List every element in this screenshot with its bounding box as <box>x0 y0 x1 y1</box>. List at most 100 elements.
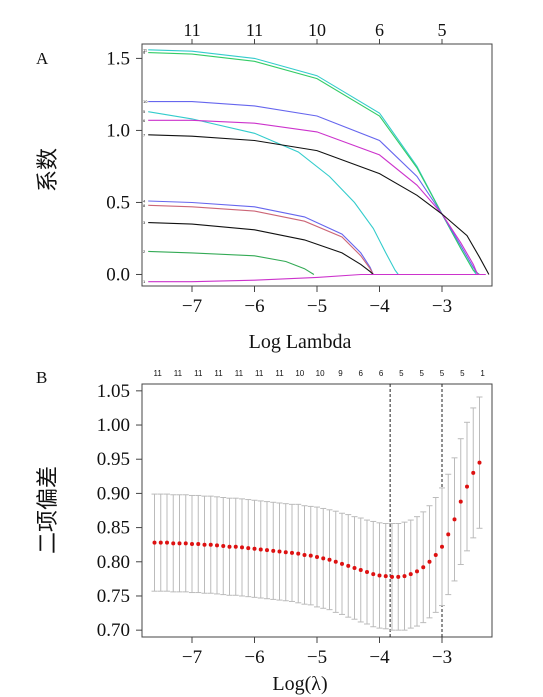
panel-b-point-42 <box>415 569 419 574</box>
panel-b-point-24 <box>302 552 307 557</box>
panel-b-top-label-2: 11 <box>194 369 203 378</box>
panel-b-point-48 <box>452 517 457 522</box>
panel-a-path-label-9: 9 <box>143 50 146 55</box>
panel-b-point-29 <box>333 559 338 564</box>
panel-a-path-label-11: 11 <box>143 47 148 52</box>
panel-a-coefficient-path-3 <box>148 222 374 275</box>
panel-b-point-5 <box>183 541 188 546</box>
panel-b-top-label-8: 10 <box>316 369 325 378</box>
panel-b-top-label-11: 6 <box>379 369 384 378</box>
panel-b-y-tick-label-0: 0.70 <box>97 620 130 641</box>
panel-a-path-label-1: 1 <box>143 279 146 284</box>
panel-b-letter: B <box>36 368 47 387</box>
panel-b: B 11 11 11 11 11 11 11 10 10 9 6 6 5 5 5 5 1 −7 −6 −5 −4 −3 … <box>35 368 493 695</box>
panel-b-y-axis: 0.70 0.75 0.80 0.85 0.90 0.95 1.00 1.05 <box>97 381 142 641</box>
panel-b-x-axis-title: Log(λ) <box>272 673 327 695</box>
panel-a-path-label-3: 3 <box>143 220 146 225</box>
panel-a-letter: A <box>36 49 49 68</box>
panel-a-path-label-4: 4 <box>143 199 146 204</box>
panel-a-path-label-6: 6 <box>143 118 146 123</box>
panel-b-point-6 <box>190 542 194 547</box>
panel-b-point-22 <box>290 550 294 555</box>
panel-b-y-tick-label-7: 1.05 <box>97 381 130 402</box>
panel-b-point-35 <box>371 572 376 577</box>
panel-b-top-label-14: 5 <box>440 369 445 378</box>
panel-b-top-label-7: 10 <box>295 369 304 378</box>
panel-b-point-8 <box>202 542 207 547</box>
panel-b-top-label-9: 9 <box>338 369 343 378</box>
panel-a-y-axis-title: 系数 <box>35 148 60 192</box>
panel-b-top-label-0: 11 <box>153 369 162 378</box>
panel-b-top-label-15: 5 <box>460 369 465 378</box>
panel-a-x-tick-label-1: −6 <box>244 296 264 317</box>
panel-a-path-label-7: 7 <box>143 132 146 137</box>
panel-b-x-tick-label-1: −6 <box>244 647 264 668</box>
panel-b-point-1 <box>158 540 163 545</box>
panel-b-point-39 <box>396 574 401 579</box>
panel-a-y-tick-label-0: 0.0 <box>106 264 130 285</box>
panel-b-top-label-3: 11 <box>214 369 223 378</box>
panel-b-point-28 <box>327 557 332 562</box>
panel-b-point-38 <box>390 574 394 579</box>
panel-b-point-4 <box>177 541 182 546</box>
panel-b-point-41 <box>408 572 413 577</box>
panel-b-point-45 <box>433 552 438 557</box>
panel-b-point-18 <box>265 548 269 553</box>
panel-b-point-16 <box>252 546 257 551</box>
panel-b-point-40 <box>402 574 407 579</box>
panel-a-coefficient-path-2 <box>148 250 315 275</box>
panel-a-top-axis: 11 11 10 6 5 <box>183 20 447 44</box>
panel-a-coefficient-path-10 <box>148 101 479 275</box>
panel-b-point-33 <box>358 567 363 572</box>
panel-b-point-51 <box>471 470 476 475</box>
panel-b-point-27 <box>321 556 326 561</box>
panel-b-point-20 <box>277 549 282 554</box>
panel-b-point-2 <box>165 540 169 545</box>
panel-a-path-labels: 119 10 5 6 7 48 3 2 1 <box>143 47 148 284</box>
panel-a-y-tick-label-2: 1.0 <box>106 120 130 141</box>
panel-a-x-tick-label-2: −5 <box>307 296 327 317</box>
panel-a-x-axis-title: Log Lambda <box>249 331 352 353</box>
panel-b-point-13 <box>233 544 238 549</box>
panel-a-path-label-8: 8 <box>143 203 146 208</box>
panel-b-point-19 <box>271 548 276 553</box>
panel-b-deviance-points <box>152 460 482 579</box>
panel-b-point-37 <box>383 574 388 579</box>
panel-b-point-7 <box>196 542 201 547</box>
panel-a-y-tick-label-3: 1.5 <box>106 48 130 69</box>
panel-a-y-tick-label-1: 0.5 <box>106 192 130 213</box>
panel-a: A 11 11 10 6 5 −7 −6 −5 −4 −3 0.00.51.01.5 11910… <box>35 20 493 353</box>
panel-a-top-tick-label-1: 11 <box>246 20 263 40</box>
panel-b-error-bars <box>151 396 483 631</box>
panel-a-coefficient-path-6 <box>148 119 479 275</box>
panel-b-top-label-16: 1 <box>480 369 485 378</box>
panel-b-point-52 <box>477 460 482 465</box>
panel-a-path-label-10: 10 <box>143 99 148 104</box>
panel-b-point-50 <box>465 484 469 489</box>
panel-b-top-label-10: 6 <box>359 369 364 378</box>
panel-b-point-44 <box>427 559 432 564</box>
panel-b-y-tick-label-3: 0.85 <box>97 518 130 539</box>
panel-b-point-10 <box>215 543 219 548</box>
panel-b-point-25 <box>308 553 313 558</box>
panel-a-top-tick-label-2: 10 <box>308 20 326 40</box>
panel-b-point-12 <box>227 544 232 549</box>
panel-a-coefficient-path-5 <box>148 111 399 275</box>
panel-a-coefficient-path-1 <box>148 273 486 283</box>
panel-a-y-axis: 0.0 0.5 1.0 1.5 <box>106 48 142 285</box>
panel-a-path-label-2: 2 <box>143 249 146 254</box>
panel-b-point-11 <box>221 544 226 549</box>
panel-b-point-21 <box>283 550 288 555</box>
panel-b-point-46 <box>440 544 444 549</box>
panel-b-point-30 <box>340 561 344 566</box>
panel-b-y-tick-label-6: 1.00 <box>97 415 130 436</box>
panel-b-point-49 <box>458 499 463 504</box>
panel-a-coefficient-path-11 <box>148 49 477 275</box>
panel-a-top-tick-label-4: 5 <box>438 20 447 40</box>
panel-b-point-31 <box>346 563 351 568</box>
panel-b-x-tick-label-0: −7 <box>182 647 202 668</box>
panel-a-coefficient-paths <box>148 49 490 283</box>
panel-b-point-17 <box>258 547 263 552</box>
panel-b-point-36 <box>377 573 382 578</box>
